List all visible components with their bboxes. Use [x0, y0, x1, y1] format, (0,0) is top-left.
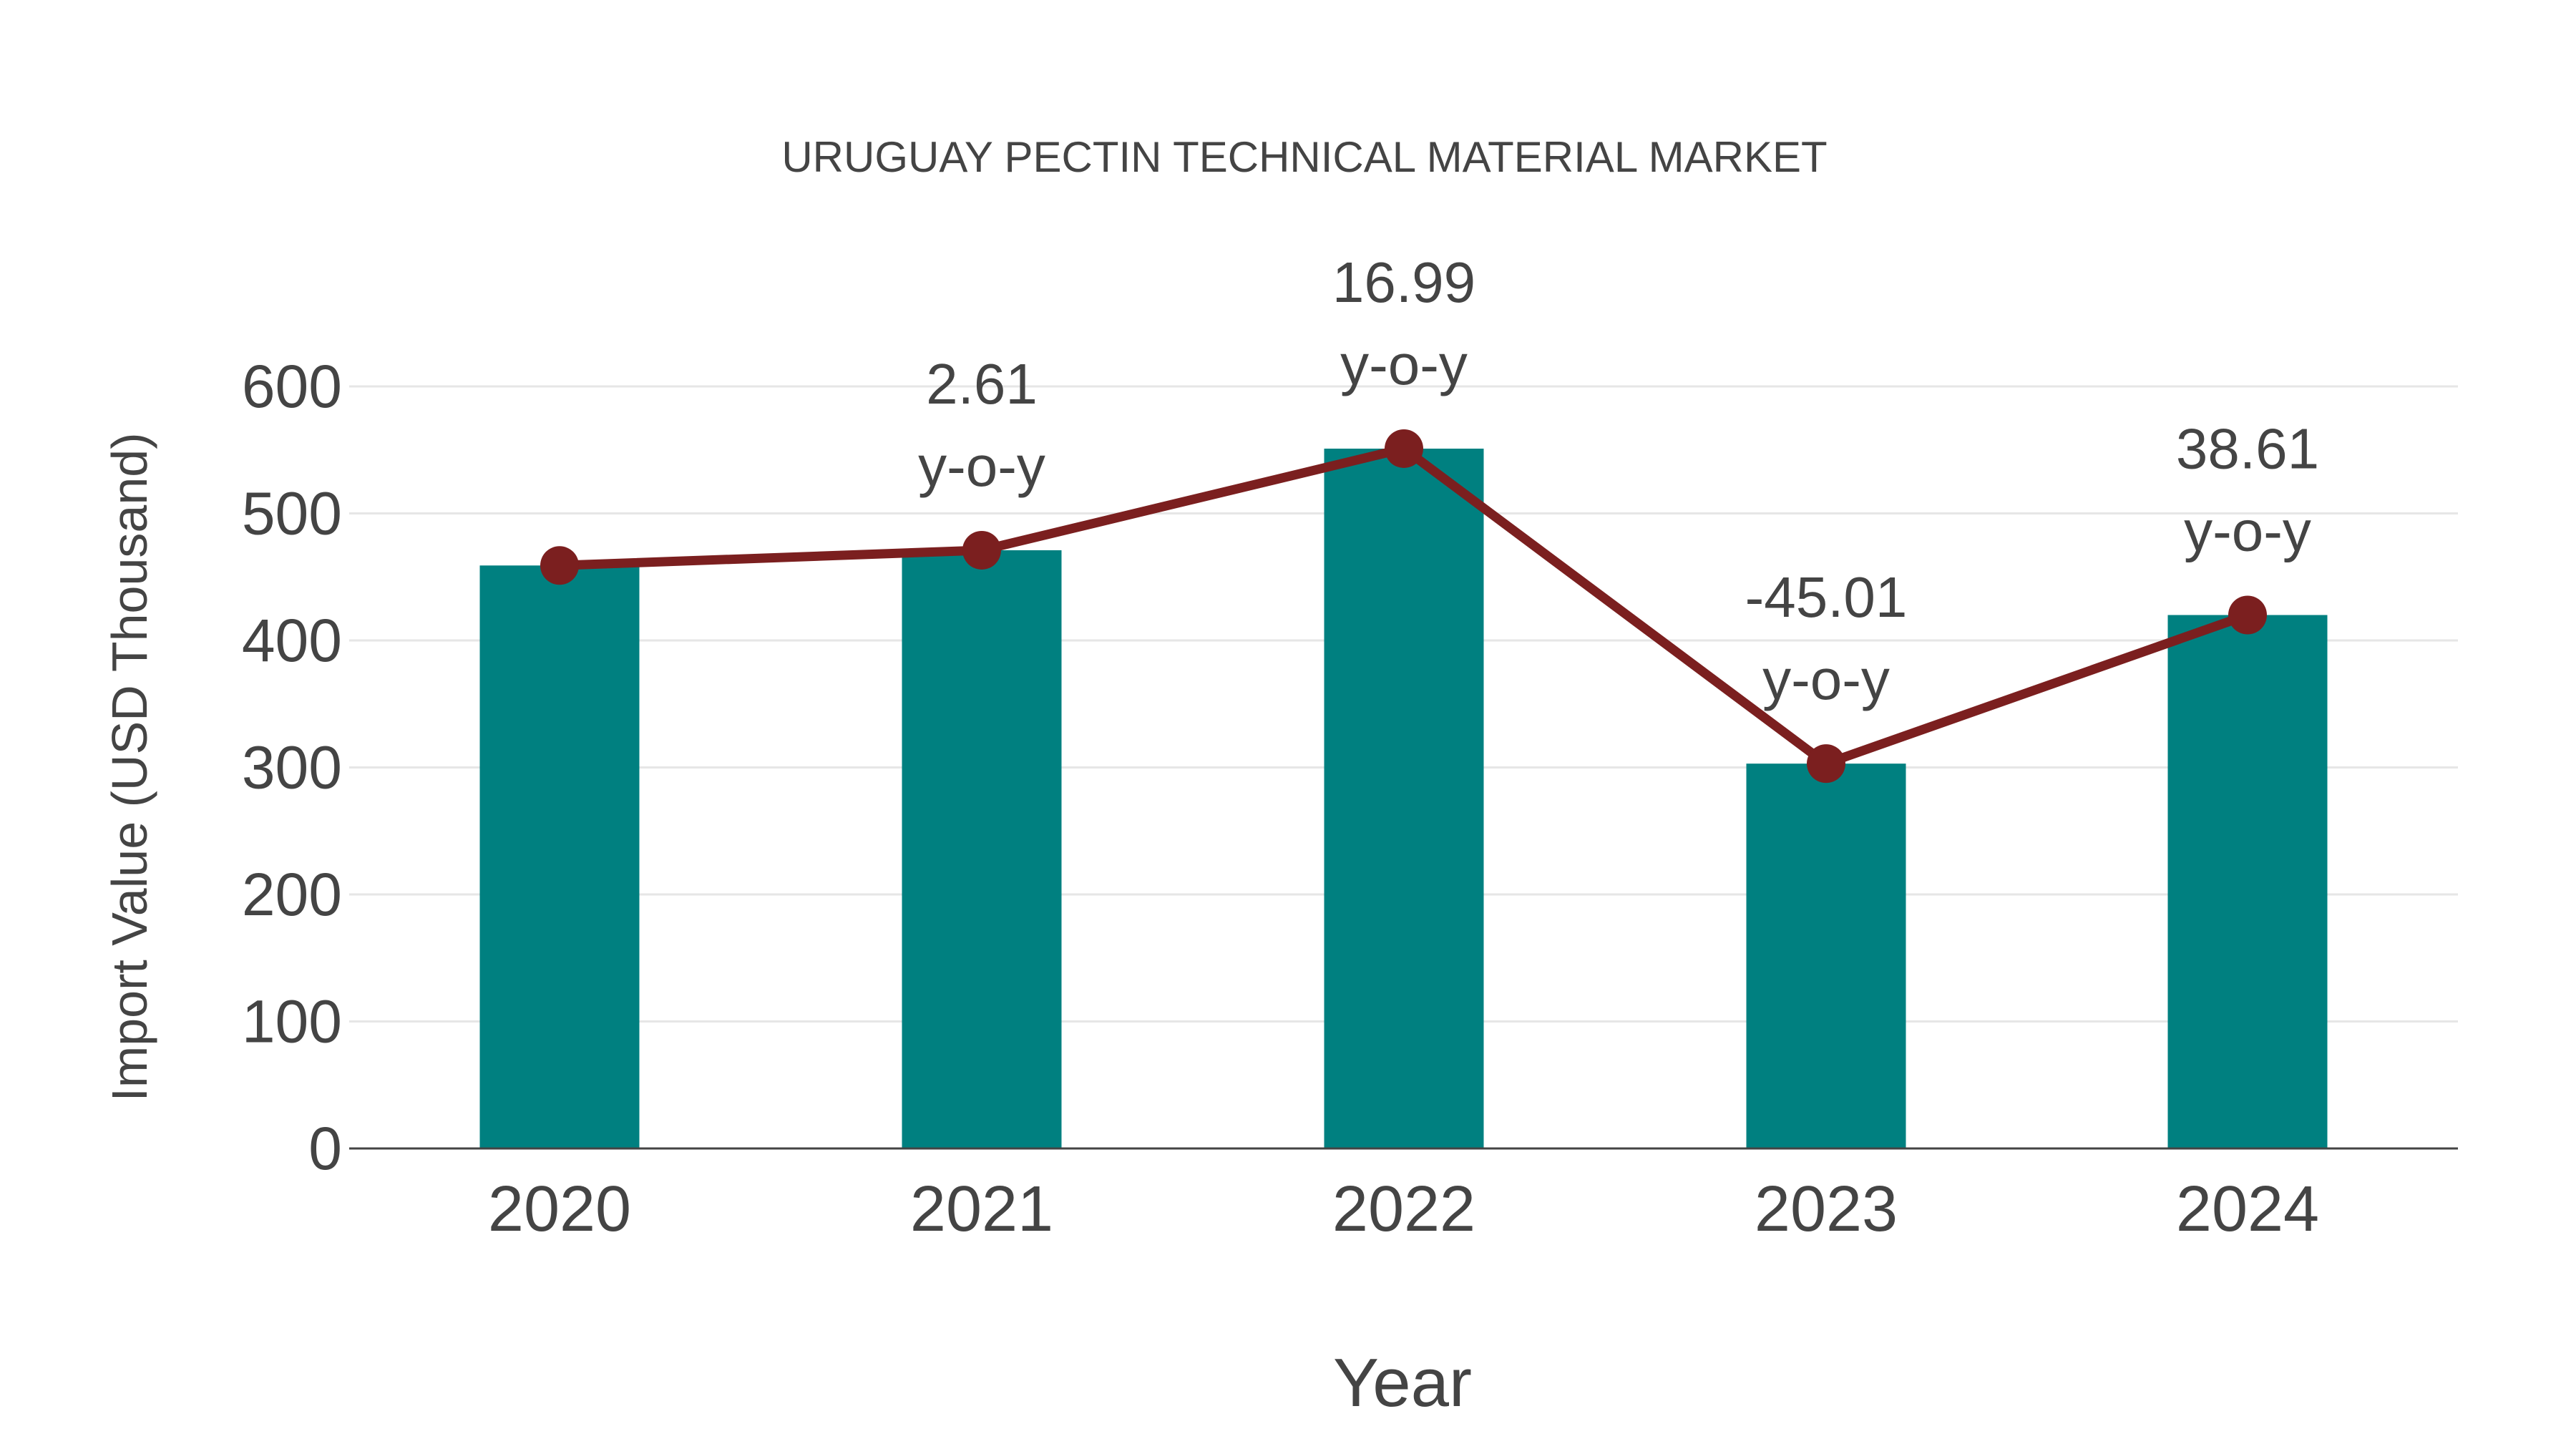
trend-marker	[2228, 595, 2267, 635]
yoy-annotations: 2.61 y-o-y 16.99 y-o-y -45.01 y-o-y 38.61 y-o-y	[918, 250, 2319, 711]
chart-title: URUGUAY PECTIN TECHNICAL MATERIAL MARKET	[781, 133, 1827, 181]
yoy-value: 2.61	[926, 352, 1038, 416]
yoy-value: 16.99	[1332, 250, 1475, 314]
y-tick-label: 500	[242, 480, 342, 547]
x-tick-label: 2021	[910, 1174, 1053, 1245]
yoy-suffix: y-o-y	[1762, 648, 1890, 711]
y-axis-title: Import Value (USD Thousand)	[102, 432, 157, 1101]
bar-2024	[2167, 615, 2328, 1148]
yoy-value: -45.01	[1745, 565, 1908, 629]
bar-2021	[902, 550, 1062, 1148]
trend-marker	[1807, 744, 1845, 784]
y-tick-label: 600	[242, 353, 342, 420]
x-axis-title: Year	[1333, 1345, 1472, 1421]
y-tick-label: 400	[242, 607, 342, 674]
bar-2023	[1746, 763, 1906, 1148]
trend-marker	[540, 546, 579, 585]
x-tick-label: 2023	[1755, 1174, 1898, 1245]
yoy-suffix: y-o-y	[2184, 499, 2311, 563]
yoy-suffix: y-o-y	[918, 434, 1045, 498]
bar-2020	[479, 565, 640, 1148]
trend-line	[540, 429, 2267, 784]
y-tick-label: 200	[242, 861, 342, 928]
y-tick-label: 0	[308, 1115, 342, 1182]
yoy-suffix: y-o-y	[1340, 333, 1468, 396]
trend-marker	[962, 530, 1001, 570]
x-tick-label: 2024	[2176, 1174, 2319, 1245]
x-tick-label: 2022	[1332, 1174, 1475, 1245]
yoy-value: 38.61	[2176, 417, 2319, 481]
bars	[479, 448, 2328, 1148]
x-tick-label: 2020	[488, 1174, 631, 1245]
trend-marker	[1385, 429, 1423, 468]
bar-2022	[1324, 448, 1484, 1148]
x-axis-labels: 2020 2021 2022 2023 2024	[488, 1174, 2319, 1245]
y-axis-ticks: 0 100 200 300 400 500 600	[242, 353, 342, 1182]
y-tick-label: 300	[242, 734, 342, 801]
y-tick-label: 100	[242, 988, 342, 1055]
